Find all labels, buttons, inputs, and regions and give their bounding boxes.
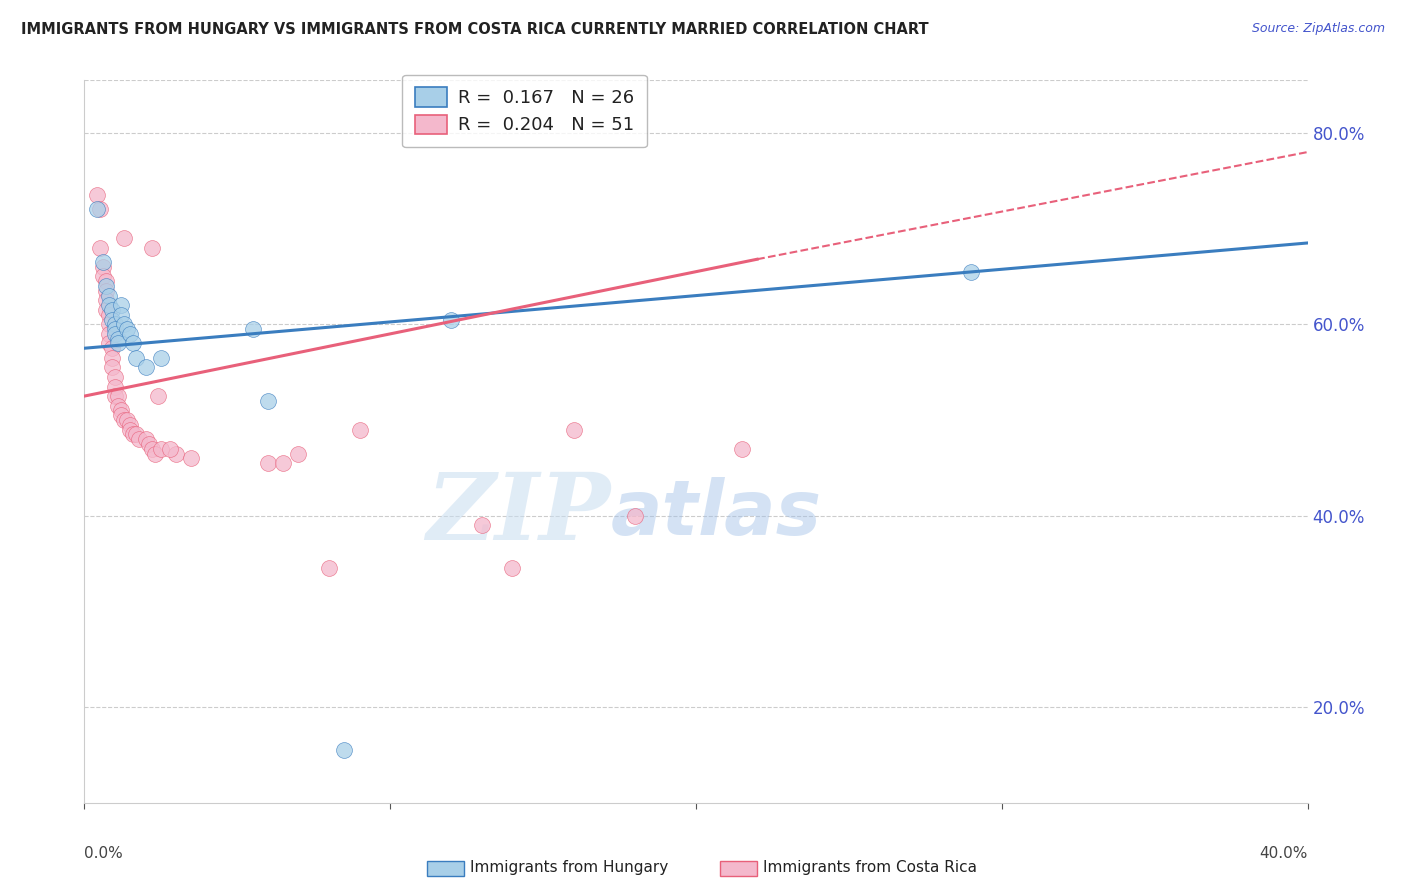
Text: atlas: atlas bbox=[610, 477, 821, 550]
Text: Source: ZipAtlas.com: Source: ZipAtlas.com bbox=[1251, 22, 1385, 36]
Point bbox=[125, 427, 148, 442]
Point bbox=[97, 336, 120, 351]
Point bbox=[122, 427, 145, 442]
Point bbox=[91, 269, 114, 284]
Point bbox=[349, 423, 371, 437]
Point bbox=[97, 318, 120, 332]
Point bbox=[122, 336, 145, 351]
Legend: R =  0.167   N = 26, R =  0.204   N = 51: R = 0.167 N = 26, R = 0.204 N = 51 bbox=[402, 75, 647, 147]
Point bbox=[318, 561, 340, 575]
Text: 40.0%: 40.0% bbox=[1260, 847, 1308, 861]
Point bbox=[89, 241, 111, 255]
Text: ZIP: ZIP bbox=[426, 469, 610, 558]
Point bbox=[138, 437, 160, 451]
Point bbox=[960, 265, 983, 279]
FancyBboxPatch shape bbox=[720, 861, 758, 877]
Point bbox=[86, 188, 108, 202]
Point bbox=[104, 379, 127, 393]
Point bbox=[97, 298, 120, 312]
Point bbox=[257, 456, 280, 470]
Point bbox=[141, 241, 163, 255]
Point bbox=[180, 451, 202, 466]
Text: 0.0%: 0.0% bbox=[84, 847, 124, 861]
Point bbox=[257, 393, 280, 408]
Point bbox=[104, 326, 127, 341]
Point bbox=[146, 389, 169, 403]
Point bbox=[731, 442, 754, 456]
Point bbox=[141, 442, 163, 456]
Point bbox=[107, 399, 129, 413]
Point bbox=[149, 442, 172, 456]
Point bbox=[112, 318, 135, 332]
Point bbox=[107, 389, 129, 403]
Point bbox=[107, 336, 129, 351]
Text: Immigrants from Hungary: Immigrants from Hungary bbox=[470, 860, 668, 875]
Point bbox=[149, 351, 172, 365]
Point bbox=[110, 298, 132, 312]
Point bbox=[94, 284, 117, 298]
Point bbox=[110, 308, 132, 322]
Point bbox=[502, 561, 524, 575]
Point bbox=[101, 360, 124, 375]
Point bbox=[165, 446, 187, 460]
Point bbox=[159, 442, 181, 456]
FancyBboxPatch shape bbox=[427, 861, 464, 877]
Point bbox=[135, 360, 157, 375]
Point bbox=[135, 432, 157, 446]
Point bbox=[97, 288, 120, 302]
Point bbox=[97, 308, 120, 322]
Point bbox=[112, 413, 135, 427]
Point bbox=[94, 302, 117, 317]
Point bbox=[128, 432, 150, 446]
Point bbox=[101, 351, 124, 365]
Point bbox=[86, 202, 108, 217]
Point bbox=[89, 202, 111, 217]
Point bbox=[91, 260, 114, 274]
Point bbox=[101, 341, 124, 355]
Point bbox=[120, 417, 142, 432]
Point bbox=[97, 326, 120, 341]
Point bbox=[242, 322, 264, 336]
Point bbox=[471, 518, 494, 533]
Point bbox=[271, 456, 294, 470]
Point bbox=[110, 403, 132, 417]
Point bbox=[110, 408, 132, 422]
Point bbox=[107, 332, 129, 346]
Point bbox=[115, 413, 138, 427]
Point bbox=[120, 423, 142, 437]
Point bbox=[94, 279, 117, 293]
Point bbox=[104, 318, 127, 332]
Point bbox=[104, 322, 127, 336]
Point bbox=[287, 446, 309, 460]
Point bbox=[101, 302, 124, 317]
Point bbox=[125, 351, 148, 365]
Point bbox=[440, 312, 463, 326]
Point bbox=[115, 322, 138, 336]
Point bbox=[104, 389, 127, 403]
Text: IMMIGRANTS FROM HUNGARY VS IMMIGRANTS FROM COSTA RICA CURRENTLY MARRIED CORRELAT: IMMIGRANTS FROM HUNGARY VS IMMIGRANTS FR… bbox=[21, 22, 929, 37]
Point bbox=[333, 743, 356, 757]
Point bbox=[624, 508, 647, 523]
Point bbox=[562, 423, 585, 437]
Point bbox=[94, 274, 117, 288]
Point bbox=[101, 312, 124, 326]
Point bbox=[112, 231, 135, 245]
Point bbox=[104, 370, 127, 384]
Point bbox=[94, 293, 117, 308]
Text: Immigrants from Costa Rica: Immigrants from Costa Rica bbox=[763, 860, 977, 875]
Point bbox=[120, 326, 142, 341]
Point bbox=[143, 446, 166, 460]
Point bbox=[91, 255, 114, 269]
